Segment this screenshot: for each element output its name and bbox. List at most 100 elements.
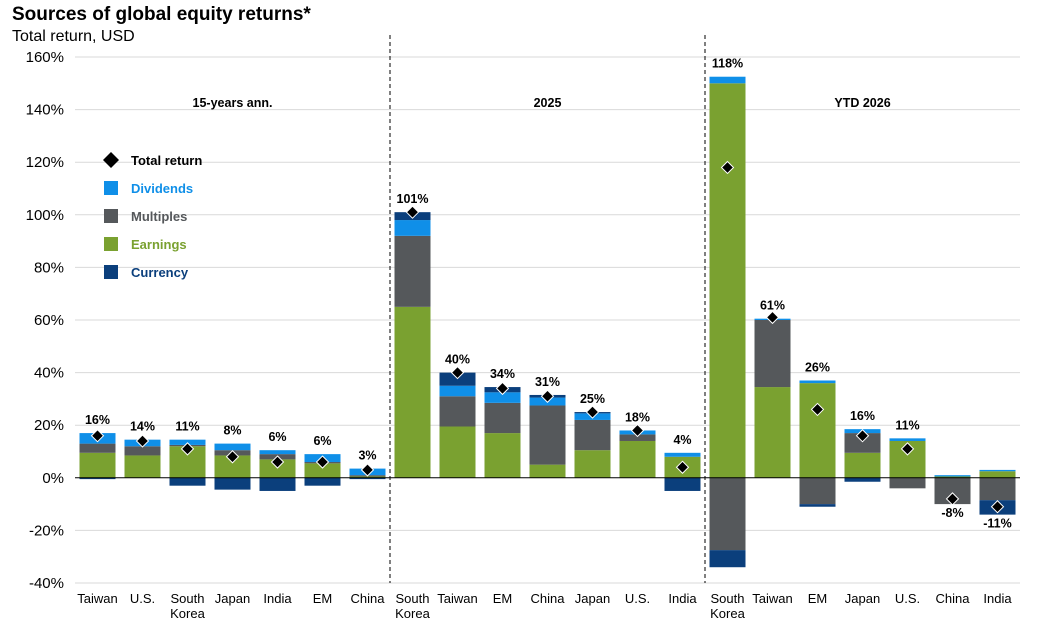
bar-earnings-taiwan (79, 452, 116, 478)
total-marker-south-korea (180, 442, 195, 456)
bar-earnings-south-korea (394, 306, 431, 478)
x-tick-label-u-s: U.S. (130, 591, 155, 606)
bar-multiples-taiwan (439, 396, 476, 427)
bar-earnings-south-korea (709, 83, 746, 478)
total-label-japan: 16% (850, 409, 875, 423)
bar-multiples-south-korea (709, 477, 746, 551)
bar-multiples-japan (844, 433, 881, 453)
bar-dividends-taiwan (439, 385, 476, 397)
total-marker-india (990, 500, 1005, 514)
bar-earnings-china (349, 476, 386, 478)
x-tick-label-u-s: U.S. (895, 591, 920, 606)
x-tick-label-taiwan: Taiwan (77, 591, 117, 606)
legend-swatch-total (103, 152, 119, 168)
total-marker-em (495, 381, 510, 396)
legend-swatch-multiples (104, 209, 118, 223)
total-label-india: 6% (268, 430, 286, 444)
bar-multiples-india (979, 477, 1016, 501)
x-axis: Taiwan U.S. South Korea Japan India EM China Sou… (77, 591, 1012, 621)
x-tick-label-india: India (263, 591, 292, 606)
bar-multiples-em (484, 402, 521, 434)
bar-multiples-taiwan (79, 443, 116, 453)
bar-earnings-em (799, 383, 836, 478)
bar-dividends-japan (214, 443, 251, 451)
bar-earnings-china (529, 464, 566, 478)
group-label-ytd-2026: YTD 2026 (834, 96, 890, 110)
bar-currency-em (799, 504, 836, 507)
x-tick-label-u-s: U.S. (625, 591, 650, 606)
x-tick-label-em: EM (808, 591, 828, 606)
bar-currency-south-korea (709, 550, 746, 568)
bar-multiples-u-s (124, 446, 161, 456)
total-marker-em (810, 402, 825, 417)
bar-earnings-u-s (124, 455, 161, 478)
legend-swatch-earnings (104, 237, 118, 251)
x-tick-label-japan: Japan (845, 591, 880, 606)
bar-dividends-india (979, 469, 1016, 472)
x-tick-label-em: EM (493, 591, 513, 606)
x-tick-label-south-korea: South Korea (395, 591, 430, 621)
total-marker-japan (585, 405, 600, 419)
bar-currency-india (259, 477, 296, 491)
x-tick-label-china: China (531, 591, 566, 606)
y-tick-label: 140% (26, 102, 64, 119)
total-marker-india (270, 455, 285, 469)
bar-currency-south-korea (169, 477, 206, 486)
group-labels: 15-years ann. 2025 YTD 2026 (193, 96, 891, 110)
total-label-japan: 25% (580, 392, 605, 406)
total-marker-u-s (135, 434, 150, 448)
bar-earnings-japan (214, 455, 251, 478)
bar-earnings-u-s (619, 440, 656, 478)
bar-earnings-taiwan (439, 426, 476, 478)
bar-dividends-south-korea (394, 220, 431, 236)
x-tick-label-em: EM (313, 591, 333, 606)
x-tick-label-china: China (351, 591, 386, 606)
bar-multiples-u-s (619, 434, 656, 441)
total-label-taiwan: 61% (760, 299, 785, 313)
total-marker-japan (855, 429, 870, 443)
bar-currency-japan (214, 477, 251, 490)
y-tick-label: 160% (26, 49, 64, 66)
x-tick-label-china: China (936, 591, 971, 606)
bar-currency-em (304, 477, 341, 486)
grid-lines (75, 56, 1020, 584)
bar-multiples-em (799, 477, 836, 505)
total-label-india: 4% (673, 433, 691, 447)
total-label-india: -11% (983, 517, 1012, 531)
total-marker-u-s (630, 423, 645, 438)
x-tick-label-japan: Japan (575, 591, 610, 606)
y-tick-label: 120% (26, 154, 64, 171)
y-tick-label: 80% (34, 259, 64, 276)
legend-label-currency: Currency (131, 265, 189, 280)
bar-multiples-u-s (889, 477, 926, 489)
legend-swatch-dividends (104, 181, 118, 195)
bar-earnings-japan (844, 452, 881, 478)
y-tick-label: 100% (26, 207, 64, 224)
total-marker-china (540, 389, 555, 403)
bar-dividends-india (259, 450, 296, 455)
total-marker-china (360, 463, 375, 477)
x-tick-label-india: India (983, 591, 1012, 606)
y-tick-label: 60% (34, 312, 64, 329)
bar-multiples-south-korea (394, 235, 431, 307)
total-marker-em (315, 455, 330, 469)
bar-dividends-south-korea (709, 76, 746, 84)
bar-dividends-india (664, 452, 701, 457)
total-label-china: -8% (941, 506, 963, 520)
total-marker-taiwan (765, 310, 780, 325)
total-label-em: 34% (490, 367, 515, 381)
legend-label-dividends: Dividends (131, 181, 193, 196)
total-label-china: 3% (358, 449, 376, 463)
group-label-2025: 2025 (534, 96, 562, 110)
bar-dividends-em (484, 392, 521, 403)
bar-currency-china (349, 477, 386, 480)
chart-title: Sources of global equity returns* (12, 4, 311, 25)
y-axis: -40% -20% 0% 20% 40% 60% 80% 100% 120% 140% 160% (26, 49, 64, 592)
group-dividers (389, 35, 706, 583)
bar-currency-japan (844, 477, 881, 482)
bars-layer (79, 76, 1016, 568)
legend-label-earnings: Earnings (131, 237, 187, 252)
total-label-south-korea: 101% (397, 192, 429, 206)
total-label-china: 31% (535, 375, 560, 389)
